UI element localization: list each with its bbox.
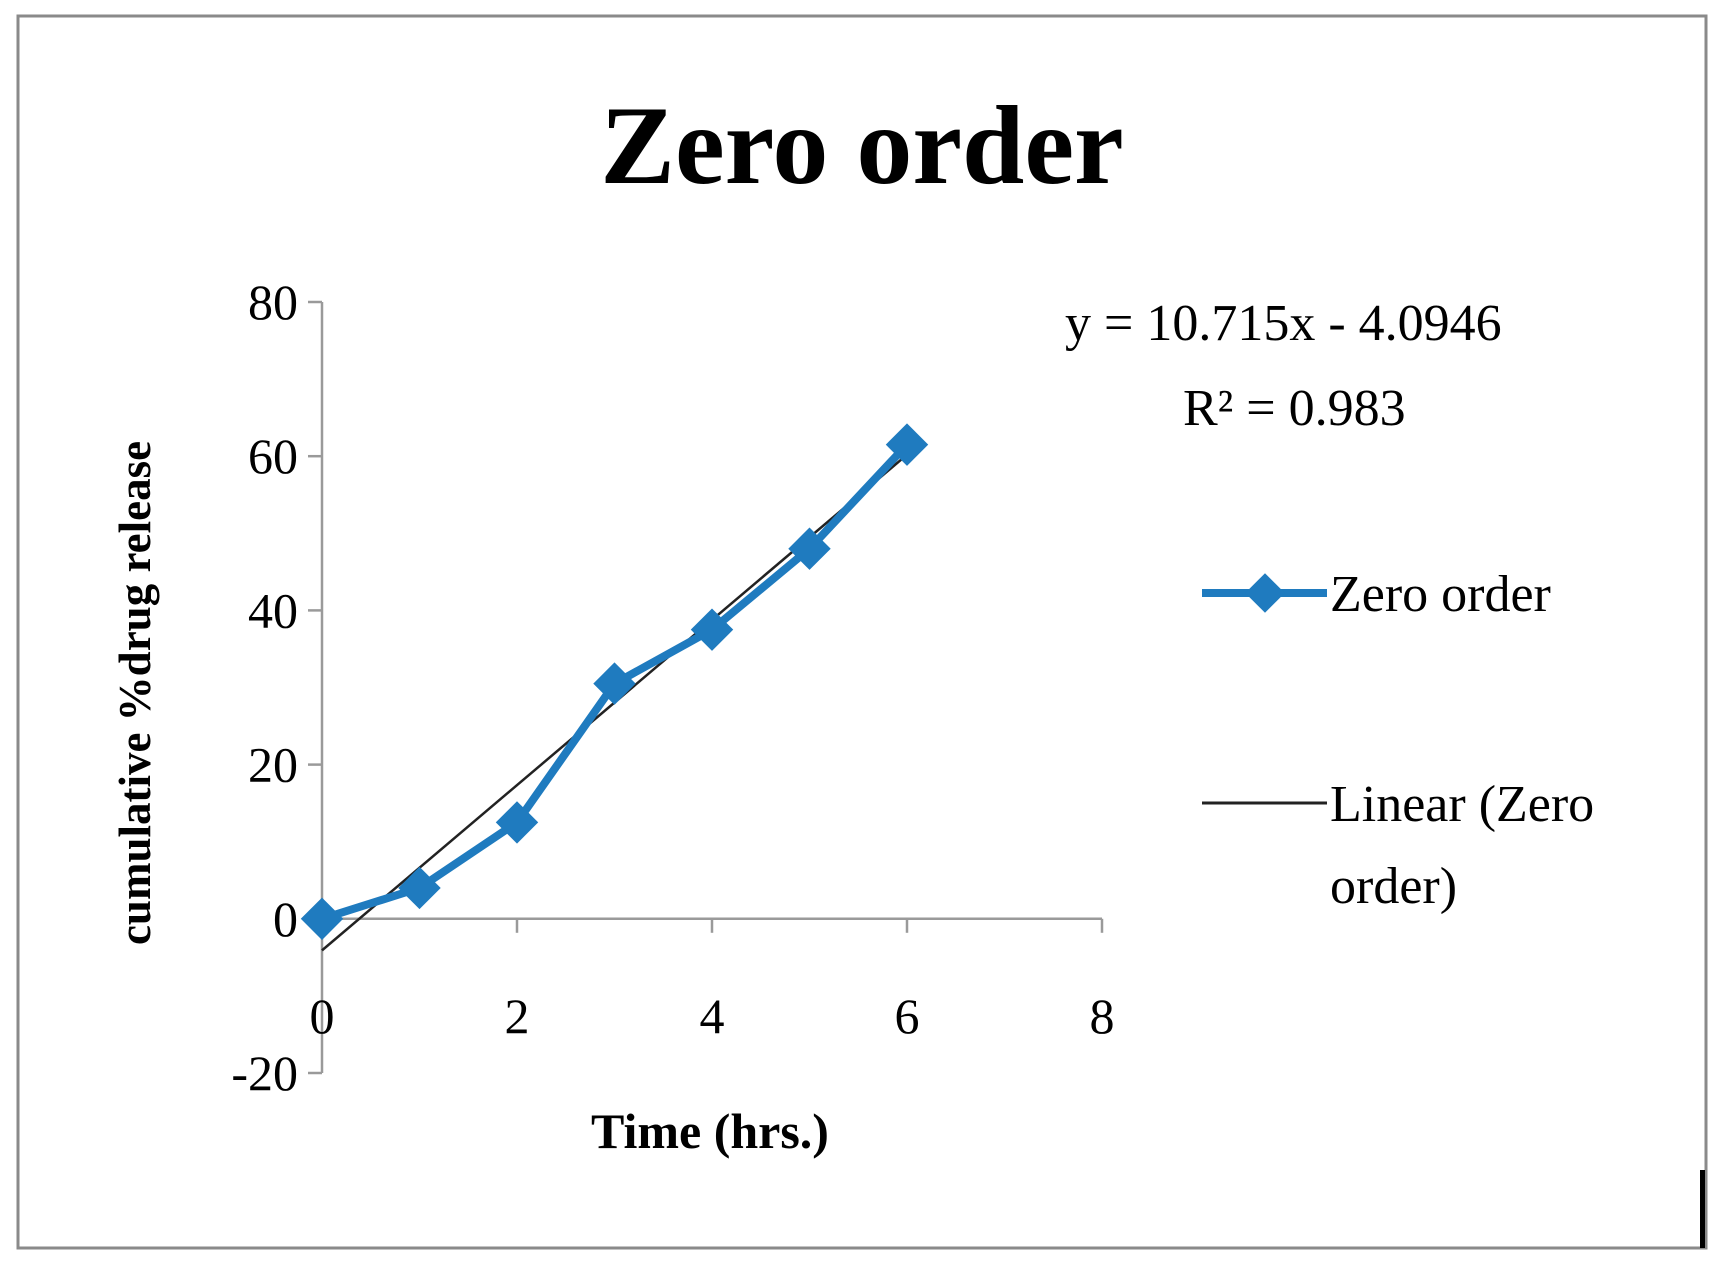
legend-series-marker <box>1245 573 1285 613</box>
legend-series-label: Zero order <box>1330 566 1551 623</box>
y-tick-label: -20 <box>231 1045 298 1101</box>
x-axis-label: Time (hrs.) <box>591 1103 829 1159</box>
legend: Zero order Linear (Zero order) <box>1202 566 1594 915</box>
x-tick-label: 2 <box>505 988 530 1044</box>
y-axis-label: cumulative %drug release <box>110 441 160 945</box>
x-tick-label: 6 <box>895 988 920 1044</box>
chart-title: Zero order <box>600 84 1124 208</box>
chart-frame <box>16 14 1708 1250</box>
y-tick-label: 80 <box>248 274 298 330</box>
x-tick-label: 4 <box>700 988 725 1044</box>
y-tick-label: 20 <box>248 737 298 793</box>
x-tick-label: 0 <box>310 988 335 1044</box>
corner-mark <box>1700 1170 1705 1248</box>
y-tick-label: 0 <box>273 891 298 947</box>
trendline-equation: y = 10.715x - 4.0946 <box>1065 295 1502 352</box>
legend-trendline-label-line1: Linear (Zero <box>1330 776 1594 833</box>
y-tick-label: 60 <box>248 428 298 484</box>
legend-trendline-label-line2: order) <box>1330 858 1457 915</box>
r-squared-label: R² = 0.983 <box>1183 380 1406 437</box>
x-tick-label: 8 <box>1090 988 1115 1044</box>
y-tick-label: 40 <box>248 582 298 638</box>
